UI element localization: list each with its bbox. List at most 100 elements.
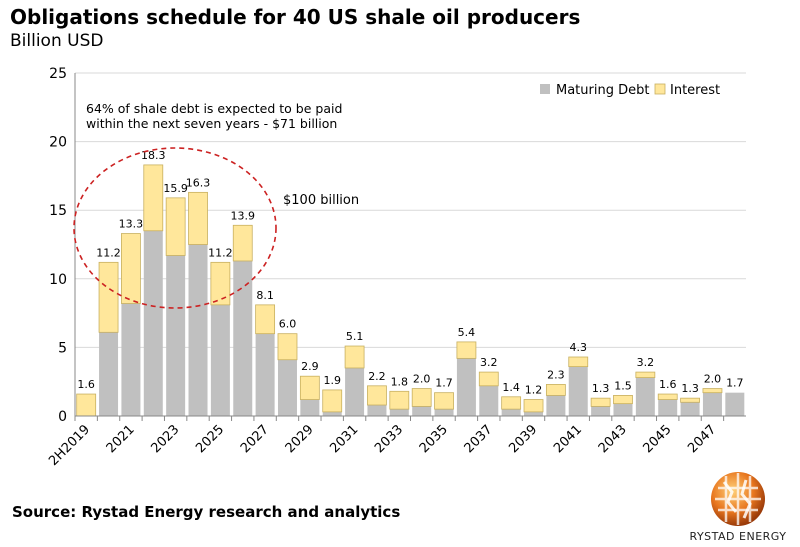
bar-maturing-debt — [322, 411, 342, 416]
bar-maturing-debt — [702, 392, 722, 416]
brand-logo: RYSTAD ENERGY — [688, 468, 788, 546]
stacked-bar-chart: 05101520251.62H201911.213.3202118.315.92… — [46, 66, 746, 469]
bar-maturing-debt — [658, 399, 678, 416]
bar-maturing-debt — [99, 332, 119, 416]
data-label: 1.9 — [323, 374, 341, 387]
bar-maturing-debt — [680, 402, 700, 416]
data-label: 1.8 — [391, 375, 409, 388]
bar-interest — [232, 224, 253, 262]
brand-name: RYSTAD ENERGY — [689, 530, 787, 543]
x-tick-label: 2039 — [506, 422, 540, 456]
data-label: 2.0 — [704, 373, 722, 386]
data-label: 6.0 — [279, 318, 297, 331]
bar-interest — [188, 191, 208, 245]
x-tick-label: 2031 — [327, 422, 361, 456]
bar-interest — [456, 341, 477, 359]
bar-interest — [635, 371, 656, 378]
data-label: 1.6 — [77, 378, 95, 391]
data-label: 15.9 — [163, 182, 188, 195]
bar-interest — [411, 388, 432, 407]
bar-maturing-debt — [389, 409, 409, 416]
data-label: 1.5 — [614, 379, 632, 392]
data-label: 1.6 — [659, 378, 677, 391]
data-label: 8.1 — [256, 289, 274, 302]
bar-maturing-debt — [501, 409, 521, 416]
y-tick-label: 25 — [49, 66, 67, 82]
x-tick-label: 2041 — [551, 422, 585, 456]
bar-maturing-debt — [434, 409, 454, 416]
bar-maturing-debt — [166, 255, 186, 416]
data-label: 1.4 — [502, 381, 520, 394]
bar-interest — [657, 393, 678, 400]
bar-interest — [523, 399, 544, 413]
data-label: 2.9 — [301, 360, 319, 373]
bar-maturing-debt — [255, 333, 275, 416]
bar-interest — [98, 261, 119, 333]
source-note: Source: Rystad Energy research and analy… — [12, 503, 401, 521]
bar-maturing-debt — [345, 367, 365, 416]
legend-swatch-interest — [654, 83, 666, 95]
bar-interest — [389, 390, 410, 410]
x-tick-label: 2029 — [283, 422, 317, 456]
x-tick-label: 2035 — [417, 422, 451, 456]
bar-interest — [702, 388, 723, 394]
bar-maturing-debt — [568, 366, 588, 416]
bar-maturing-debt — [591, 406, 611, 416]
bar-interest — [322, 389, 343, 413]
bar-maturing-debt — [456, 358, 476, 416]
y-tick-label: 0 — [58, 409, 67, 425]
data-label: 18.3 — [141, 149, 166, 162]
bar-interest — [143, 164, 164, 232]
y-tick-label: 15 — [49, 203, 67, 219]
bar-maturing-debt — [210, 304, 230, 416]
legend-swatch-maturing-debt — [540, 84, 550, 94]
x-tick-label: 2021 — [104, 422, 138, 456]
rystad-globe-icon — [711, 472, 765, 526]
bar-maturing-debt — [367, 405, 387, 416]
data-label: 11.2 — [96, 246, 121, 259]
data-label: 1.7 — [726, 377, 744, 390]
x-tick-label: 2025 — [193, 422, 227, 456]
bar-interest — [277, 333, 298, 361]
data-label: 11.2 — [208, 246, 233, 259]
data-label: 2.3 — [547, 368, 565, 381]
bar-maturing-debt — [277, 359, 297, 416]
data-label: 5.1 — [346, 330, 364, 343]
x-tick-label: 2037 — [462, 422, 496, 456]
data-label: 1.7 — [435, 377, 453, 390]
bar-maturing-debt — [479, 385, 499, 416]
bar-interest — [367, 385, 387, 406]
bar-interest — [344, 345, 365, 369]
data-label: 3.2 — [480, 356, 498, 369]
bar-maturing-debt — [121, 303, 141, 416]
y-tick-label: 20 — [49, 135, 67, 151]
bar-maturing-debt — [524, 411, 544, 416]
bar-maturing-debt — [613, 403, 633, 416]
bar-maturing-debt — [188, 244, 208, 416]
data-label: 13.3 — [119, 218, 144, 231]
data-label: 1.3 — [681, 382, 699, 395]
bar-maturing-debt — [233, 260, 253, 416]
x-tick-label: 2033 — [372, 422, 406, 456]
data-label: 13.9 — [231, 209, 256, 222]
data-label: 1.2 — [525, 384, 543, 397]
data-label: 2.2 — [368, 370, 386, 383]
annotation-total: $100 billion — [283, 193, 359, 208]
chart-title: Obligations schedule for 40 US shale oil… — [10, 5, 581, 29]
data-label: 4.3 — [570, 341, 588, 354]
y-tick-label: 10 — [49, 272, 67, 288]
bar-maturing-debt — [412, 406, 432, 416]
bar-interest — [568, 356, 589, 368]
bar-interest — [434, 392, 454, 410]
bar-interest — [255, 304, 276, 335]
x-tick-label: 2045 — [641, 422, 675, 456]
chart-subtitle: Billion USD — [10, 31, 104, 51]
bar-interest — [121, 233, 141, 304]
legend-label-maturing-debt: Maturing Debt — [556, 83, 649, 98]
bar-interest — [165, 197, 186, 256]
annotation-note: 64% of shale debt is expected to be paid — [86, 101, 342, 116]
bar-interest — [590, 397, 611, 407]
x-tick-label: 2027 — [238, 422, 272, 456]
bar-interest — [299, 375, 320, 400]
bar-maturing-debt — [300, 399, 320, 416]
